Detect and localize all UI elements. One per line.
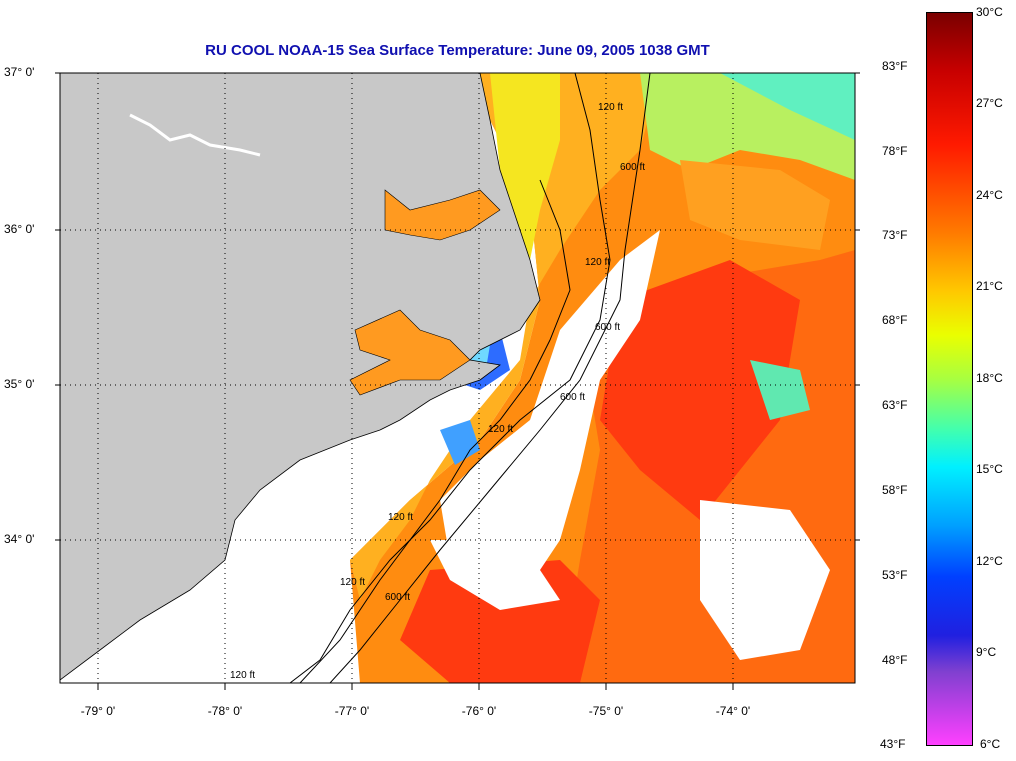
colorbar-celsius-label: 21°C (976, 279, 1003, 293)
axis-ticks (55, 72, 860, 690)
colorbar-celsius-label: 24°C (976, 188, 1003, 202)
colorbar-fahrenheit-label: 53°F (882, 568, 908, 582)
map-title: RU COOL NOAA-15 Sea Surface Temperature:… (205, 42, 710, 59)
colorbar-celsius-label: 12°C (976, 554, 1003, 568)
colorbar-fahrenheit-label: 83°F (882, 59, 908, 73)
svg-text:600 ft: 600 ft (595, 322, 620, 333)
svg-text:600 ft: 600 ft (620, 162, 645, 173)
river (129, 113, 261, 157)
lon-label: -77° 0' (334, 704, 370, 718)
lon-label: -78° 0' (207, 704, 243, 718)
depth-contours (289, 73, 651, 683)
colorbar-fahrenheit-label: 73°F (882, 228, 908, 242)
lon-label: -76° 0' (461, 704, 497, 718)
svg-text:600 ft: 600 ft (385, 592, 410, 603)
sound (384, 189, 501, 241)
colorbar-celsius-label: 27°C (976, 96, 1003, 110)
temperature-colorbar (926, 12, 973, 746)
svg-text:120 ft: 120 ft (230, 670, 255, 681)
colorbar-fahrenheit-label: 63°F (882, 398, 908, 412)
colorbar-fahrenheit-label: 78°F (882, 144, 908, 158)
lon-label: -75° 0' (588, 704, 624, 718)
colorbar-celsius-label: 6°C (980, 737, 1001, 751)
lat-label: 36° 0' (4, 222, 35, 236)
colorbar-celsius-label: 15°C (976, 462, 1003, 476)
colorbar-celsius-label: 9°C (976, 645, 997, 659)
graticule (60, 73, 855, 683)
lat-label: 35° 0' (4, 377, 35, 391)
svg-text:120 ft: 120 ft (488, 424, 513, 435)
colorbar-fahrenheit-label: 48°F (882, 653, 908, 667)
svg-text:120 ft: 120 ft (340, 577, 365, 588)
colorbar-celsius-label: 18°C (976, 371, 1003, 385)
svg-text:120 ft: 120 ft (585, 257, 610, 268)
svg-text:600 ft: 600 ft (560, 392, 585, 403)
svg-text:120 ft: 120 ft (388, 512, 413, 523)
colorbar-celsius-label: 30°C (976, 5, 1003, 19)
colorbar-fahrenheit-label: 58°F (882, 483, 908, 497)
lon-label: -74° 0' (715, 704, 751, 718)
depth-contour-labels: 120 ft 600 ft 120 ft 600 ft 120 ft 600 f… (230, 102, 645, 681)
sound (349, 309, 471, 396)
lat-label: 37° 0' (4, 65, 35, 79)
lon-label: -79° 0' (80, 704, 116, 718)
svg-text:120 ft: 120 ft (598, 102, 623, 113)
colorbar-fahrenheit-label: 43°F (880, 737, 906, 751)
lat-label: 34° 0' (4, 532, 35, 546)
colorbar-fahrenheit-label: 68°F (882, 313, 908, 327)
